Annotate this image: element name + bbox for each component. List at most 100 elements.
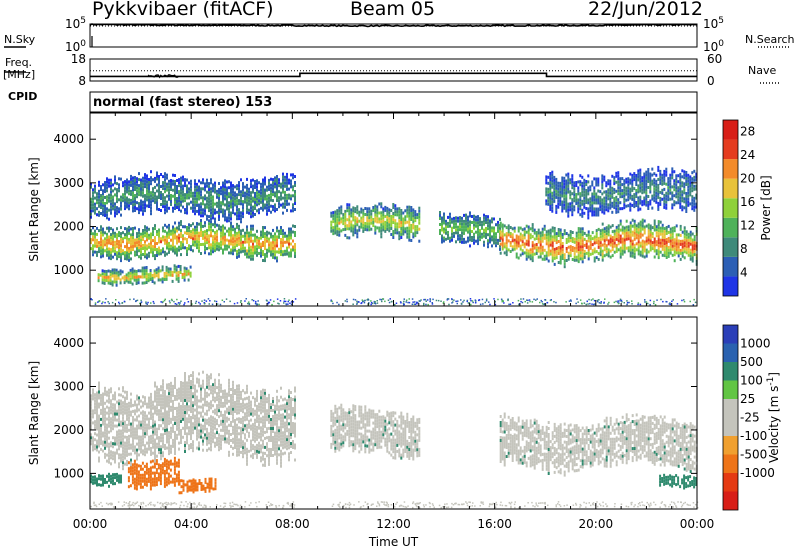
power-cell: [186, 202, 188, 206]
power-cell: [96, 244, 98, 248]
power-cell: [607, 197, 610, 201]
power-cell: [615, 243, 618, 247]
power-cell: [553, 229, 556, 233]
power-cell: [615, 198, 618, 202]
power-cell: [627, 192, 630, 196]
velocity-cell: [124, 453, 126, 457]
power-cell: [372, 221, 375, 224]
power-cell: [132, 203, 134, 207]
power-cell: [376, 220, 379, 224]
power-cell: [527, 237, 530, 241]
power-cell: [384, 229, 387, 233]
power-floor-cell: [108, 302, 110, 305]
power-cell: [687, 235, 690, 239]
power-cell: [274, 250, 276, 254]
power-cell: [290, 242, 292, 246]
power-cell: [451, 217, 453, 221]
power-cell: [607, 194, 610, 198]
power-cell: [292, 239, 294, 243]
power-cell: [547, 202, 550, 206]
power-cell: [100, 212, 102, 215]
power-cell: [579, 245, 582, 249]
power-cell: [280, 241, 282, 244]
power-cell: [671, 229, 674, 233]
power-cell: [655, 252, 658, 256]
power-cell: [140, 253, 142, 257]
power-cell: [143, 281, 146, 285]
power-cell: [160, 191, 162, 194]
power-cell: [402, 211, 405, 215]
power-cell: [412, 214, 415, 218]
power-cell: [593, 238, 596, 242]
power-cell: [653, 246, 656, 250]
velocity-cell: [118, 441, 120, 445]
power-cell: [116, 245, 118, 249]
power-cell: [451, 235, 453, 239]
power-cell: [631, 254, 634, 258]
power-cell: [204, 185, 206, 189]
power-cell: [202, 242, 204, 246]
power-cell: [685, 195, 688, 198]
power-cell: [489, 234, 491, 238]
power-cell: [282, 229, 284, 233]
power-cell: [613, 182, 616, 186]
power-floor-cell: [405, 301, 407, 303]
power-cell: [675, 195, 678, 199]
power-cell: [126, 202, 128, 206]
velocity-cell: [94, 420, 96, 424]
power-cell: [627, 186, 630, 190]
velocity-cell: [112, 454, 114, 458]
power-cell: [463, 228, 465, 232]
power-cell: [157, 272, 160, 276]
power-cell: [597, 227, 600, 231]
power-cell: [200, 208, 202, 212]
power-cell: [112, 183, 114, 187]
power-cell: [133, 272, 136, 276]
power-cell: [144, 231, 146, 235]
power-cell: [601, 201, 604, 205]
power-cell: [224, 241, 226, 245]
power-cell: [168, 188, 170, 192]
power-cell: [569, 193, 572, 197]
power-cell: [609, 197, 612, 201]
power-cell: [232, 193, 234, 197]
power-floor-cell: [152, 300, 155, 303]
power-cell: [567, 202, 570, 206]
power-cell: [180, 241, 182, 245]
power-cell: [171, 270, 174, 274]
velocity-cell: [114, 454, 116, 458]
power-cell: [90, 229, 92, 233]
power-cell: [463, 237, 465, 241]
velocity-cell: [114, 442, 116, 446]
velocity-cell: [108, 394, 110, 398]
power-cell: [629, 245, 632, 249]
power-cell: [412, 235, 415, 239]
power-cell: [170, 200, 172, 203]
power-cell: [661, 188, 664, 192]
power-cell: [529, 233, 532, 237]
power-cell: [641, 239, 644, 243]
power-cell: [154, 197, 156, 201]
power-cell: [340, 220, 343, 224]
power-cell: [152, 199, 154, 203]
power-cell: [236, 231, 238, 235]
power-cell: [150, 170, 152, 174]
velocity-cell: [122, 404, 124, 408]
power-cell: [392, 221, 395, 224]
power-cell: [603, 205, 606, 209]
power-cell: [166, 231, 168, 235]
power-floor-cell: [133, 298, 135, 300]
power-cell: [533, 252, 536, 256]
velocity-cell: [118, 453, 120, 457]
power-cell: [168, 232, 170, 236]
power-cell: [126, 178, 128, 182]
power-cell: [120, 238, 122, 242]
power-cell: [631, 203, 634, 207]
power-cell: [100, 188, 102, 191]
power-cell: [140, 205, 142, 209]
velocity-cell: [104, 416, 106, 420]
power-cell: [681, 251, 684, 255]
power-cell: [198, 222, 200, 226]
power-cell: [167, 267, 170, 271]
power-floor-cell: [662, 300, 664, 303]
